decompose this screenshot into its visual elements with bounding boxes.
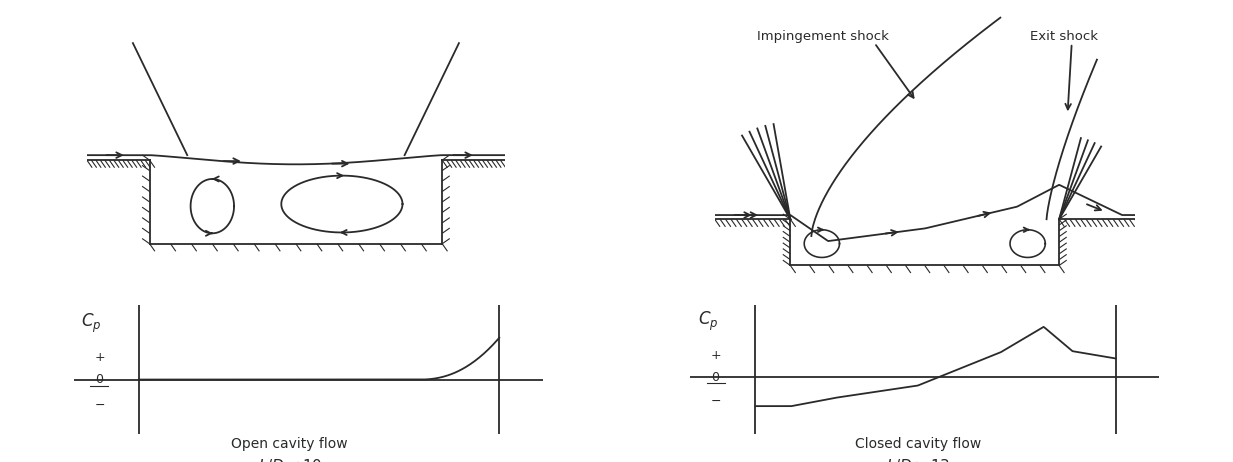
Text: $C_p$: $C_p$ [81, 312, 101, 335]
Text: $C_p$: $C_p$ [698, 310, 718, 334]
Text: Impingement shock: Impingement shock [757, 30, 889, 43]
Text: $L/D > 13$: $L/D > 13$ [887, 457, 951, 462]
Text: Exit shock: Exit shock [1030, 30, 1097, 43]
Text: $+$: $+$ [710, 349, 721, 362]
Text: $+$: $+$ [94, 351, 105, 364]
Text: $-$: $-$ [710, 394, 721, 407]
Text: $L/D < 10$: $L/D < 10$ [258, 457, 322, 462]
Text: Open cavity flow: Open cavity flow [232, 437, 348, 450]
Text: Closed cavity flow: Closed cavity flow [856, 437, 981, 450]
Text: $-$: $-$ [94, 398, 105, 411]
Text: $0$: $0$ [711, 371, 720, 384]
Text: $0$: $0$ [95, 373, 104, 386]
